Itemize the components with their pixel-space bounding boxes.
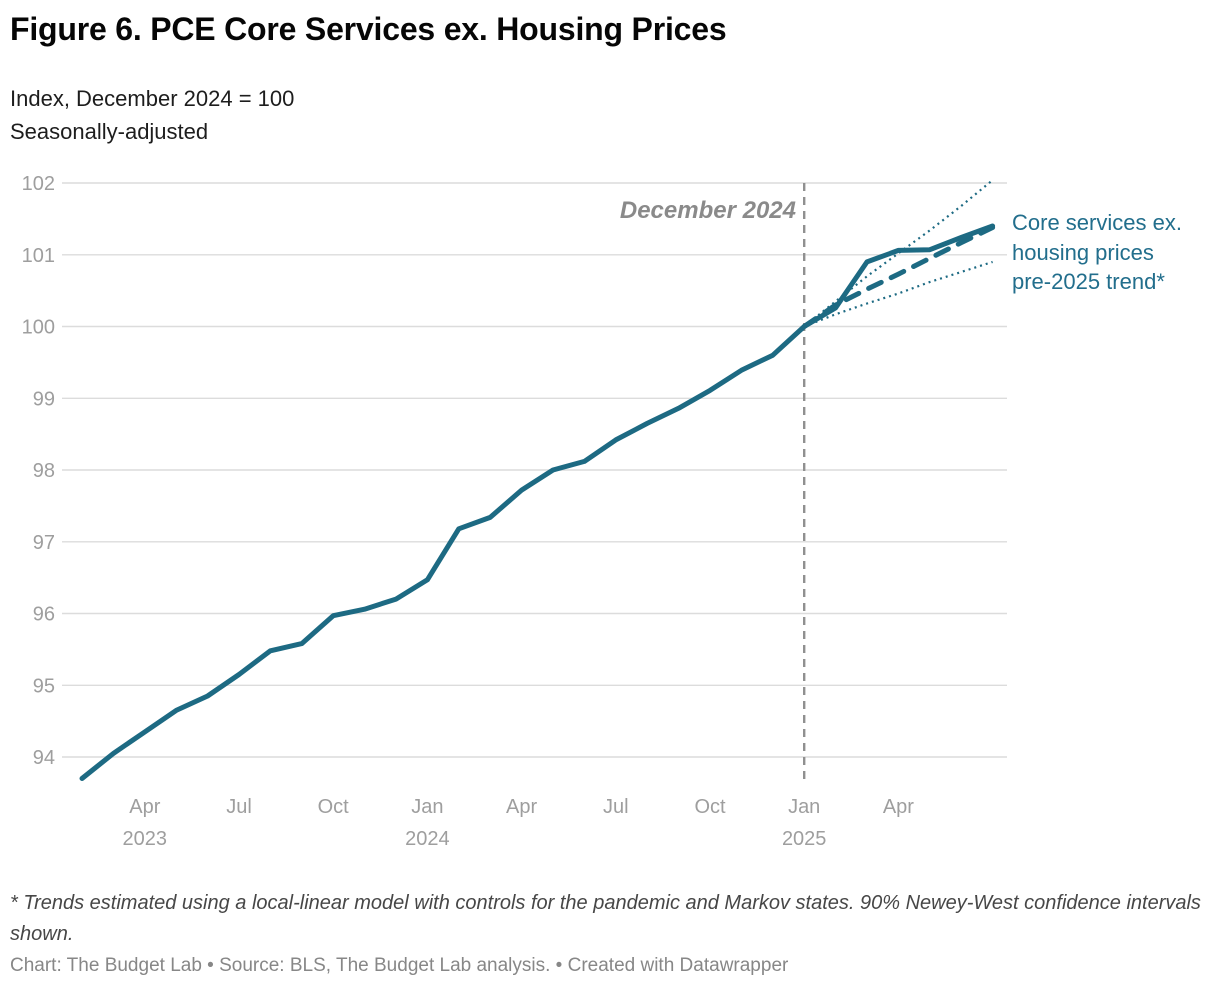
y-axis-tick-label: 96 xyxy=(33,604,55,626)
subtitle-line-seasonal-note: Seasonally-adjusted xyxy=(10,119,209,144)
x-axis-tick-label: Apr xyxy=(506,796,537,818)
x-axis-tick-label: Jul xyxy=(603,796,629,818)
y-axis-tick-label: 101 xyxy=(22,245,55,267)
x-axis-tick-label: Apr xyxy=(883,796,914,818)
y-axis-tick-label: 94 xyxy=(33,747,55,769)
chart-title: Figure 6. PCE Core Services ex. Housing … xyxy=(10,11,727,47)
y-axis-tick-label: 99 xyxy=(33,388,55,410)
x-axis-tick-label: Jan xyxy=(788,796,820,818)
y-axis-tick-label: 97 xyxy=(33,532,55,554)
x-axis-tick-label: Apr xyxy=(129,796,160,818)
x-axis-year-label: 2024 xyxy=(405,828,450,850)
credits-line: Chart: The Budget Lab • Source: BLS, The… xyxy=(10,955,789,976)
chart-subtitle: Index, December 2024 = 100 Seasonally-ad… xyxy=(10,82,910,148)
series-label-line2: housing prices xyxy=(1012,239,1154,265)
series-line-solid xyxy=(79,223,996,781)
x-axis-tick-label: Jan xyxy=(411,796,443,818)
y-axis-tick-label: 102 xyxy=(22,173,55,195)
x-axis-tick-label: Oct xyxy=(694,796,726,818)
series-label: Core services ex. housing prices pre-202… xyxy=(1012,208,1212,297)
footnote: * Trends estimated using a local-linear … xyxy=(10,892,1201,945)
subtitle-line-index-note: Index, December 2024 = 100 xyxy=(10,86,295,111)
x-axis-tick-label: Jul xyxy=(226,796,252,818)
series-label-line1: Core services ex. xyxy=(1012,210,1182,235)
x-axis-year-label: 2025 xyxy=(782,828,827,850)
december-2024-annotation: December 2024 xyxy=(619,197,796,224)
series-label-line3: pre-2025 trend* xyxy=(1012,269,1165,294)
y-axis-tick-label: 98 xyxy=(33,460,55,482)
x-axis-tick-label: Oct xyxy=(318,796,350,818)
x-axis-year-label: 2023 xyxy=(123,828,168,850)
y-axis-tick-label: 95 xyxy=(33,675,55,697)
y-axis-tick-label: 100 xyxy=(22,317,55,339)
